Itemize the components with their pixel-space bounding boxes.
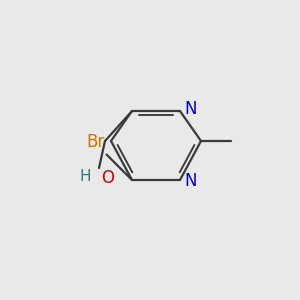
Text: Br: Br	[87, 133, 105, 151]
Text: O: O	[101, 169, 114, 188]
Text: N: N	[184, 100, 197, 118]
Text: H: H	[80, 169, 92, 184]
Text: N: N	[184, 172, 197, 190]
